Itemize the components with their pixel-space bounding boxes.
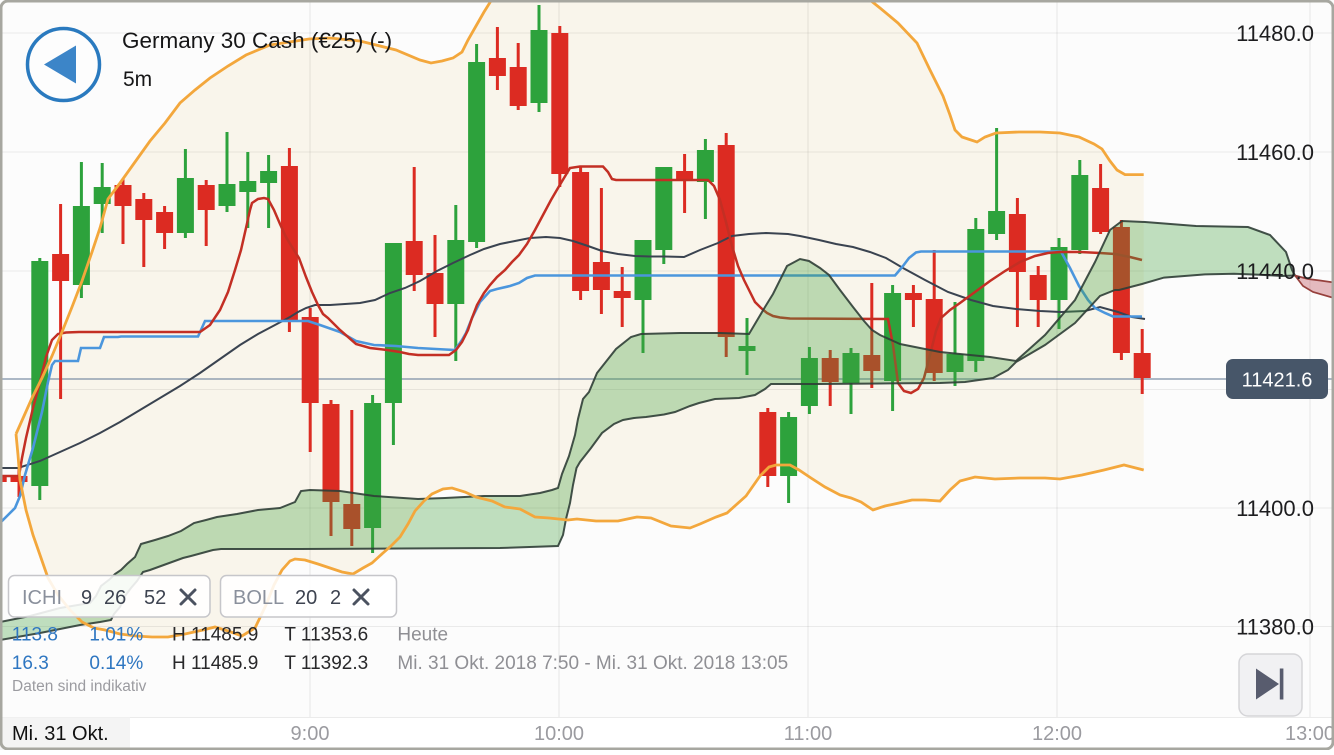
- svg-text:11440.0: 11440.0: [1236, 259, 1314, 284]
- svg-text:BOLL: BOLL: [233, 587, 284, 609]
- svg-text:9: 9: [81, 587, 92, 609]
- svg-text:11480.0: 11480.0: [1236, 21, 1314, 46]
- svg-text:1.01%: 1.01%: [89, 625, 143, 646]
- svg-text:11400.0: 11400.0: [1236, 496, 1314, 521]
- svg-text:26: 26: [104, 587, 126, 609]
- svg-text:20: 20: [295, 587, 317, 609]
- svg-text:13:00: 13:00: [1285, 723, 1334, 745]
- svg-text:16.3: 16.3: [12, 653, 49, 674]
- svg-text:5m: 5m: [123, 68, 152, 91]
- svg-text:113.8: 113.8: [12, 625, 58, 646]
- svg-text:Mi. 31 Okt.: Mi. 31 Okt.: [12, 723, 109, 745]
- svg-text:T 11353.6: T 11353.6: [284, 625, 368, 646]
- svg-text:11460.0: 11460.0: [1236, 140, 1314, 165]
- svg-text:11380.0: 11380.0: [1236, 614, 1314, 639]
- svg-text:Germany 30 Cash (€25) (-): Germany 30 Cash (€25) (-): [122, 28, 392, 53]
- svg-text:52: 52: [144, 587, 166, 609]
- svg-text:Daten sind indikativ: Daten sind indikativ: [12, 678, 147, 695]
- svg-text:Heute: Heute: [397, 625, 448, 646]
- svg-text:H 11485.9: H 11485.9: [172, 653, 258, 674]
- svg-text:Mi. 31 Okt. 2018 7:50 - Mi. 31: Mi. 31 Okt. 2018 7:50 - Mi. 31 Okt. 2018…: [397, 653, 788, 674]
- svg-text:0.14%: 0.14%: [89, 653, 143, 674]
- svg-text:T 11392.3: T 11392.3: [284, 653, 368, 674]
- svg-text:10:00: 10:00: [534, 723, 584, 745]
- svg-text:9:00: 9:00: [291, 723, 330, 745]
- svg-text:2: 2: [330, 587, 341, 609]
- svg-text:12:00: 12:00: [1032, 723, 1082, 745]
- svg-text:11421.6: 11421.6: [1242, 370, 1313, 392]
- svg-text:11:00: 11:00: [784, 723, 833, 745]
- svg-text:ICHI: ICHI: [22, 587, 62, 609]
- svg-text:H 11485.9: H 11485.9: [172, 625, 258, 646]
